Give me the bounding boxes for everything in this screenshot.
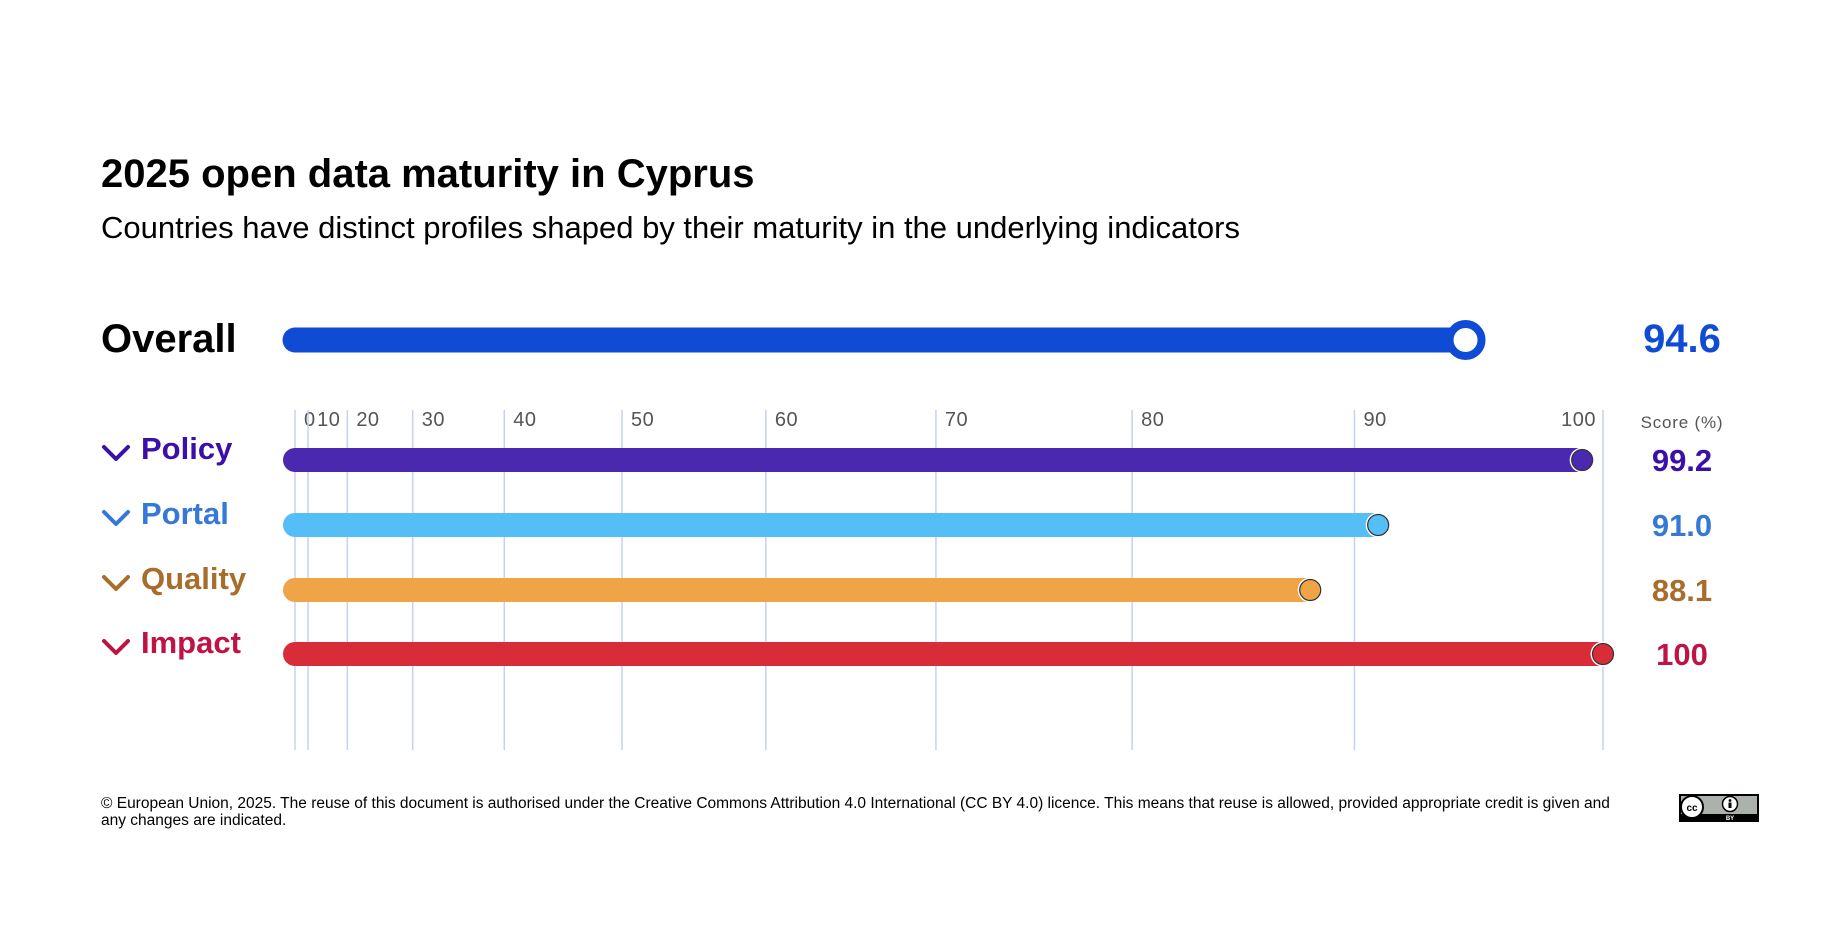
x-tick-label: 10 (317, 409, 340, 431)
cc-icon (1680, 795, 1704, 819)
x-tick-label: 60 (775, 409, 798, 431)
chevron-down-icon (102, 510, 130, 526)
x-tick-label: 100 (1561, 409, 1596, 431)
svg-text:cc: cc (1686, 803, 1698, 814)
bar-marker-portal (1367, 513, 1390, 537)
cc-by-license-badge[interactable]: cc BY (1679, 794, 1759, 822)
score-header: Score (%) (1641, 413, 1724, 432)
value-label-quality: 88.1 (1652, 573, 1712, 608)
overall-value: 94.6 (1643, 317, 1721, 361)
x-tick-label: 20 (356, 409, 379, 431)
category-label-quality: Quality (141, 561, 247, 596)
svg-text:BY: BY (1726, 816, 1734, 822)
category-label-policy: Policy (141, 431, 233, 466)
bar-marker-policy (1571, 448, 1594, 472)
bar-marker-quality (1299, 578, 1322, 602)
chevron-down-icon (102, 639, 130, 655)
overall-label: Overall (101, 317, 237, 361)
bar-marker-impact (1591, 642, 1615, 666)
category-label-impact: Impact (141, 625, 241, 660)
x-tick-label: 40 (513, 409, 536, 431)
x-tick-label: 30 (422, 409, 445, 431)
value-label-impact: 100 (1656, 637, 1708, 672)
x-tick-label: 80 (1141, 409, 1164, 431)
chevron-down-icon (102, 575, 130, 591)
license-footer: © European Union, 2025. The reuse of thi… (101, 795, 1610, 829)
chart-title: 2025 open data maturity in Cyprus (101, 152, 755, 196)
x-tick-label: 70 (945, 409, 968, 431)
chart: 0 10 20 30 40 50 60 70 80 90 100 Score (%) Overall 94… (101, 317, 1724, 750)
category-label-portal: Portal (141, 496, 229, 531)
chevron-down-icon (102, 445, 130, 461)
chart-subtitle: Countries have distinct profiles shaped … (101, 210, 1240, 245)
x-tick-label: 50 (631, 409, 654, 431)
x-tick-label: 90 (1363, 409, 1386, 431)
x-tick-label: 0 (304, 409, 316, 431)
overall-marker (1445, 320, 1486, 360)
value-label-portal: 91.0 (1652, 508, 1712, 543)
value-label-policy: 99.2 (1652, 443, 1712, 478)
